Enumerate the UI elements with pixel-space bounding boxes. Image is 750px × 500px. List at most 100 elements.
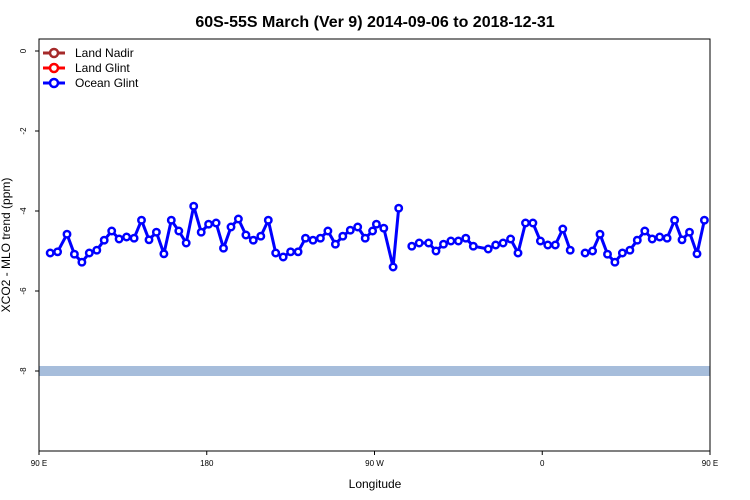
- data-point: [468, 241, 478, 251]
- legend-swatch-marker: [48, 77, 60, 89]
- data-point: [535, 236, 545, 246]
- legend-label: Ocean Glint: [75, 76, 139, 90]
- data-point: [603, 249, 612, 259]
- y-tick-label: -8: [19, 367, 28, 375]
- data-point: [271, 248, 281, 258]
- x-tick-label: 0: [540, 459, 545, 468]
- data-point: [414, 238, 424, 248]
- y-tick-label: -2: [19, 127, 28, 135]
- x-tick-label: 90 E: [702, 459, 718, 468]
- data-point: [338, 231, 348, 241]
- data-point: [677, 235, 687, 245]
- data-point: [407, 241, 417, 251]
- data-point: [453, 236, 463, 246]
- data-point: [521, 218, 530, 228]
- data-point: [122, 232, 132, 242]
- data-point: [166, 215, 176, 225]
- data-point: [483, 244, 493, 254]
- data-point: [226, 222, 236, 232]
- data-point: [301, 233, 310, 243]
- legend-swatch-marker: [48, 47, 60, 59]
- data-point: [528, 218, 538, 228]
- data-point: [345, 225, 355, 235]
- data-point: [431, 246, 441, 256]
- legend-label: Land Nadir: [75, 46, 134, 60]
- data-point: [513, 248, 523, 258]
- data-point: [625, 245, 635, 255]
- data-point: [248, 235, 258, 245]
- data-point: [699, 215, 709, 225]
- data-point: [129, 233, 139, 243]
- data-point: [323, 226, 333, 236]
- data-point: [99, 235, 109, 245]
- data-point: [263, 215, 273, 225]
- data-point: [189, 201, 199, 211]
- plot-frame: [38, 38, 711, 452]
- data-point: [308, 235, 318, 245]
- series-layer: [45, 201, 709, 272]
- data-point: [151, 227, 161, 237]
- data-point: [196, 227, 206, 237]
- data-point: [293, 247, 303, 257]
- data-point: [233, 214, 243, 224]
- data-point: [640, 226, 650, 236]
- data-point: [114, 234, 124, 244]
- x-tick-label: 90 E: [31, 459, 47, 468]
- data-point: [211, 218, 221, 228]
- data-point: [388, 262, 398, 272]
- data-point: [692, 249, 702, 259]
- data-point: [330, 239, 340, 249]
- data-point: [174, 226, 184, 236]
- data-point: [461, 233, 471, 243]
- data-point: [379, 223, 389, 233]
- data-point: [219, 243, 228, 253]
- data-point: [632, 235, 642, 245]
- data-point: [137, 215, 146, 225]
- data-point: [45, 248, 55, 258]
- data-point: [353, 222, 363, 232]
- legend-swatch-marker: [48, 62, 60, 74]
- y-tick-label: -4: [19, 207, 28, 215]
- data-point: [662, 233, 672, 243]
- x-axis-label: Longitude: [349, 477, 402, 491]
- data-point: [424, 238, 434, 248]
- data-point: [558, 224, 568, 234]
- data-point: [617, 248, 627, 258]
- data-point: [360, 233, 370, 243]
- data-point: [256, 231, 266, 241]
- data-point: [588, 246, 598, 256]
- data-point: [144, 235, 154, 245]
- legend-label: Land Glint: [75, 61, 130, 75]
- data-point: [62, 229, 72, 239]
- reference-band: [39, 366, 710, 376]
- data-point: [92, 245, 102, 255]
- data-point: [491, 240, 501, 250]
- data-point: [446, 236, 456, 246]
- x-tick-label: 180: [200, 459, 214, 468]
- data-point: [610, 257, 620, 267]
- data-point: [286, 247, 296, 257]
- data-point: [506, 234, 516, 244]
- data-point: [498, 238, 508, 248]
- data-point: [371, 219, 381, 229]
- data-point: [77, 257, 87, 267]
- data-point: [69, 249, 79, 259]
- data-point: [159, 249, 169, 259]
- data-point: [655, 232, 665, 242]
- data-point: [84, 248, 94, 258]
- y-axis-label: XCO2 - MLO trend (ppm): [0, 178, 13, 313]
- data-point: [580, 248, 590, 258]
- data-point: [647, 234, 657, 244]
- series-line: [584, 218, 706, 264]
- data-point: [685, 227, 694, 237]
- data-point: [439, 239, 448, 249]
- data-point: [107, 226, 117, 236]
- data-point: [278, 252, 288, 262]
- y-tick-label: -6: [19, 287, 28, 295]
- x-tick-label: 90 W: [365, 459, 384, 468]
- data-point: [241, 230, 251, 240]
- chart-title: 60S-55S March (Ver 9) 2014-09-06 to 2018…: [195, 14, 554, 31]
- data-point: [204, 219, 214, 229]
